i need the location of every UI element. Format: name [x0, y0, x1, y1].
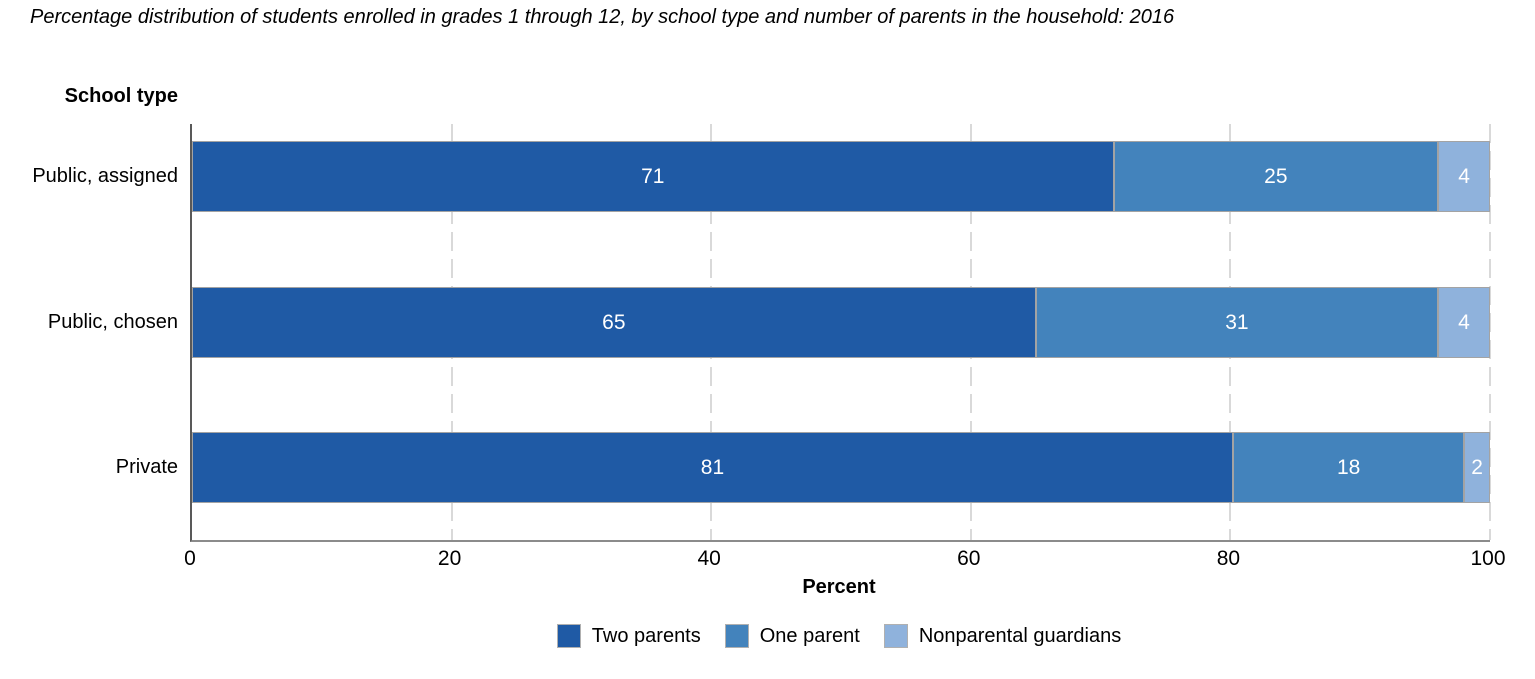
bar-segment: 81 [192, 432, 1233, 503]
legend-item: Two parents [556, 624, 701, 648]
x-tick-label: 40 [697, 547, 721, 570]
legend-swatch [883, 624, 908, 648]
legend-item: One parent [724, 624, 860, 648]
bar-row: Public, chosen 65 31 4 [48, 286, 1490, 358]
plot-area: Public, assigned 71 25 4 Public, chosen 65 31 4… [32, 124, 1491, 542]
bar-segment: 71 [192, 141, 1114, 212]
bar-row: Private 81 18 2 [116, 432, 1490, 503]
bar-value-label: 71 [641, 165, 665, 188]
bars: Public, assigned 71 25 4 Public, chosen 65 31 4… [32, 124, 1490, 540]
bar-value-label: 18 [1336, 456, 1361, 479]
x-tick-label: 100 [1470, 547, 1506, 570]
x-axis-title: Percent [802, 576, 876, 598]
bar-segment: 4 [1438, 141, 1490, 212]
bar-segment: 18 [1232, 432, 1465, 503]
bar-value-label: 65 [602, 310, 626, 334]
gridline [1489, 124, 1491, 540]
x-axis-ticks: 0 20 40 60 80 100 [184, 547, 1505, 571]
category-label: Public, chosen [47, 310, 178, 333]
bar-segment: 2 [1464, 432, 1490, 503]
bar-segment: 65 [192, 286, 1036, 358]
bar-value-label: 25 [1264, 165, 1288, 188]
bar-segment: 25 [1113, 141, 1439, 212]
bar-value-label: 4 [1458, 310, 1470, 334]
x-tick-label: 60 [957, 547, 981, 570]
legend-label: Two parents [591, 624, 701, 647]
bar-value-label: 31 [1225, 310, 1249, 334]
category-label: Public, assigned [32, 165, 178, 187]
legend: Two parents One parent Nonparental guardia… [190, 624, 1488, 648]
bar-row: Public, assigned 71 25 4 [32, 141, 1490, 212]
x-tick-label: 20 [437, 547, 462, 570]
legend-label: Nonparental guardians [918, 624, 1122, 647]
chart-title: Percentage distribution of students enro… [30, 6, 1175, 28]
bar-segment: 31 [1035, 286, 1439, 358]
bar-value-label: 4 [1458, 165, 1470, 188]
x-tick-label: 0 [184, 547, 196, 570]
legend-swatch [724, 624, 749, 648]
bar-value-label: 81 [700, 456, 725, 479]
legend-item: Nonparental guardians [883, 624, 1122, 648]
legend-label: One parent [759, 624, 860, 647]
legend-swatch [556, 624, 581, 648]
category-label: Private [115, 456, 178, 478]
x-tick-label: 80 [1216, 547, 1241, 570]
school-type-axis-title: School type [64, 85, 178, 107]
bar-segment: 4 [1438, 286, 1490, 358]
bar-value-label: 2 [1471, 456, 1483, 479]
